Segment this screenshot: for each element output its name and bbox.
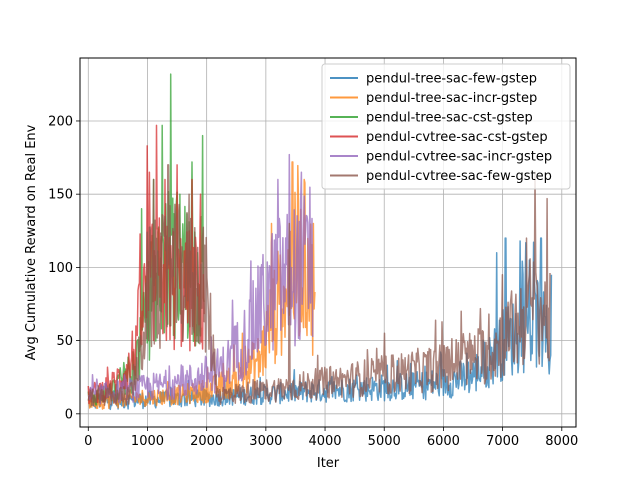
x-tick-label: 1000 xyxy=(131,434,164,449)
legend-label: pendul-cvtree-sac-incr-gstep xyxy=(366,150,552,165)
legend: pendul-tree-sac-few-gstep pendul-tree-sac… xyxy=(321,63,571,190)
legend-label: pendul-tree-sac-cst-gstep xyxy=(366,111,533,126)
series-line-4 xyxy=(87,153,314,405)
x-tick-label: 2000 xyxy=(190,434,223,449)
y-tick-label: 0 xyxy=(65,407,73,422)
legend-label: pendul-cvtree-sac-cst-gstep xyxy=(366,130,548,145)
axis-ticks: 0 1000 2000 3000 4000 5000 6000 7000 8000 0 50 100 1… xyxy=(48,114,578,449)
y-axis-label: Avg Cumulative Reward on Real Env xyxy=(24,124,39,360)
x-tick-label: 7000 xyxy=(486,434,519,449)
x-tick-label: 6000 xyxy=(427,434,460,449)
legend-label: pendul-tree-sac-incr-gstep xyxy=(366,91,537,106)
x-tick-label: 3000 xyxy=(249,434,282,449)
x-axis-label: Iter xyxy=(317,456,340,471)
x-tick-label: 5000 xyxy=(368,434,401,449)
x-tick-label: 0 xyxy=(84,434,92,449)
y-tick-label: 100 xyxy=(48,261,73,276)
series-line-5 xyxy=(87,164,551,407)
plot-frame xyxy=(79,57,577,428)
series-layer xyxy=(87,73,553,411)
legend-label: pendul-cvtree-sac-few-gstep xyxy=(366,169,552,184)
legend-label: pendul-tree-sac-few-gstep xyxy=(366,72,537,87)
legend-box xyxy=(321,63,571,190)
x-tick-label: 4000 xyxy=(308,434,341,449)
x-tick-label: 8000 xyxy=(545,434,578,449)
y-tick-label: 50 xyxy=(56,334,73,349)
y-tick-label: 150 xyxy=(48,188,73,203)
y-tick-label: 200 xyxy=(48,114,73,129)
